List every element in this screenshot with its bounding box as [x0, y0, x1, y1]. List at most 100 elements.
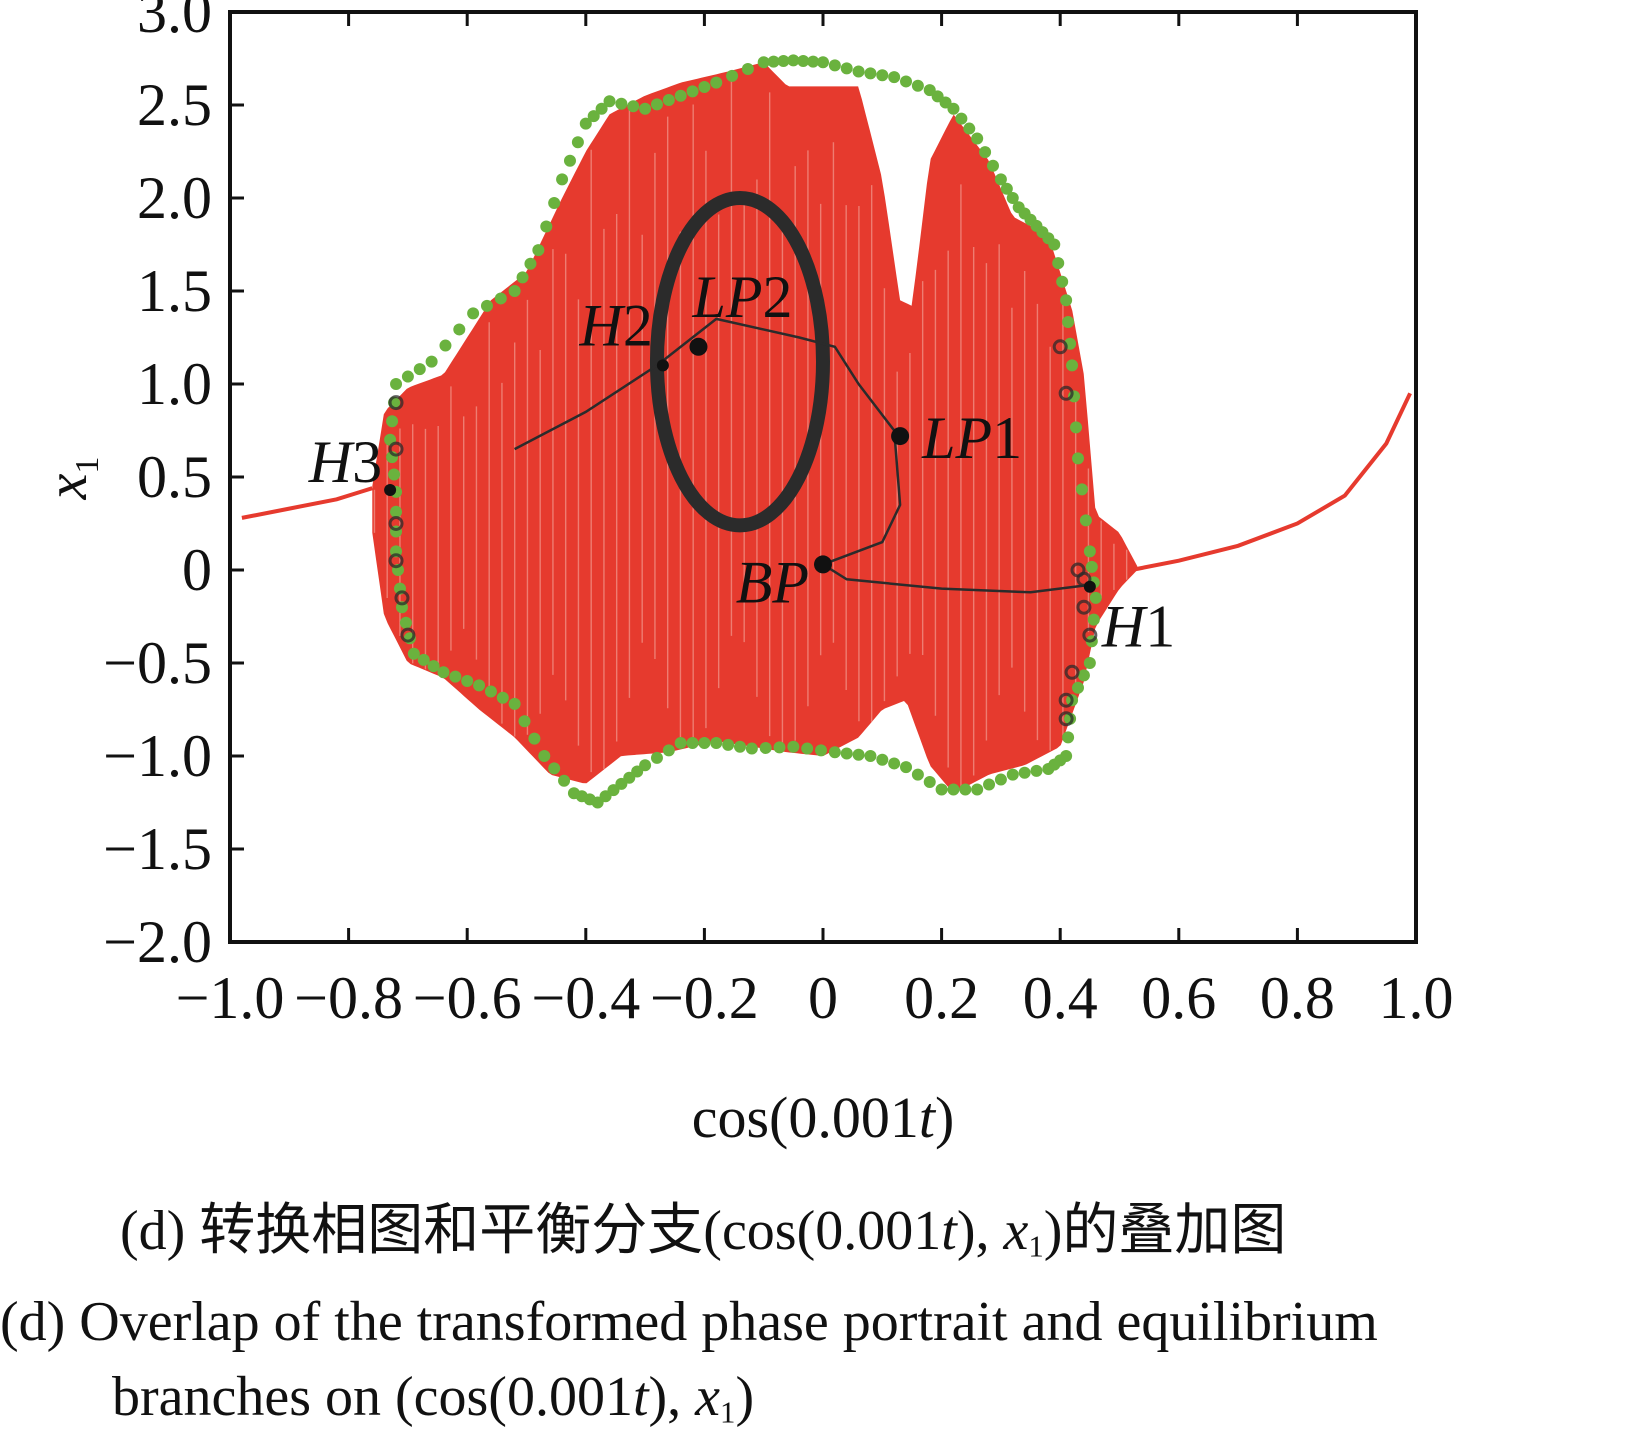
green-boundary-dot [911, 79, 924, 92]
annotation-h1: H1 [1101, 594, 1175, 660]
green-boundary-dot [900, 75, 913, 88]
x-tick-label: −0.2 [650, 965, 759, 1031]
green-boundary-dot [386, 415, 399, 428]
green-boundary-dot [390, 378, 403, 390]
green-boundary-dot [508, 697, 521, 710]
x-axis-title: cos(0.001t) [692, 1085, 955, 1150]
green-boundary-dot [388, 468, 401, 481]
green-boundary-dot [947, 102, 960, 115]
green-boundary-dot [923, 776, 936, 789]
green-boundary-dot [710, 736, 723, 749]
green-boundary-dot [710, 76, 723, 89]
stability-marker [1064, 664, 1080, 680]
green-boundary-dot [579, 117, 592, 130]
green-boundary-dot [840, 747, 853, 760]
green-boundary-dot [399, 616, 412, 629]
green-boundary-dot [1083, 657, 1096, 669]
phase-portrait-tail-right [1131, 392, 1412, 572]
green-boundary-dot [567, 787, 580, 800]
green-boundary-dot [674, 736, 687, 749]
green-boundary-dot [817, 56, 829, 69]
stability-marker [394, 590, 410, 606]
green-boundary-dot [1089, 591, 1102, 604]
green-boundary-dot [815, 744, 828, 757]
green-boundary-dot [587, 110, 600, 123]
green-boundary-dot [1006, 192, 1019, 204]
green-boundary-dot [1006, 768, 1019, 781]
x-tick-label: 1.0 [1379, 965, 1454, 1031]
y-tick-label: 2.5 [137, 72, 212, 138]
green-boundary-dot [726, 69, 739, 82]
y-tick-label: −1.0 [103, 723, 212, 789]
green-boundary-dot [1062, 316, 1075, 328]
green-boundary-dot [935, 783, 948, 796]
green-boundary-dot [876, 753, 889, 766]
green-boundary-dot [627, 100, 640, 113]
green-boundary-dot [745, 742, 758, 755]
green-boundary-dot [1018, 766, 1031, 779]
green-boundary-dot [767, 55, 780, 68]
green-boundary-dot [828, 746, 841, 759]
bifurcation-point-bp [814, 555, 832, 574]
green-boundary-dot [494, 292, 507, 305]
green-boundary-layer [384, 54, 1102, 809]
x-tick-label: 0.2 [904, 965, 979, 1031]
caption-chinese: (d) 转换相图和平衡分支(cos(0.001t), x1)的叠加图 [120, 1200, 1287, 1264]
green-boundary-dot [1064, 712, 1077, 725]
green-boundary-dot [1071, 452, 1084, 465]
green-boundary-dot [1000, 182, 1013, 195]
green-boundary-dot [556, 173, 569, 186]
stability-marker [1076, 571, 1092, 587]
green-boundary-dot [852, 65, 865, 78]
green-boundary-dot [413, 363, 426, 376]
green-boundary-dot [548, 196, 561, 209]
green-boundary-dot [1066, 359, 1079, 372]
x-tick-label: −0.8 [294, 965, 403, 1031]
green-boundary-dot [538, 750, 551, 762]
green-boundary-dot [986, 159, 999, 172]
green-boundary-dot [480, 299, 493, 312]
y-tick-label: −2.0 [103, 909, 212, 975]
green-boundary-dot [876, 69, 889, 82]
green-boundary-dot [1077, 669, 1090, 682]
green-boundary-dot [650, 751, 663, 764]
green-boundary-dot [828, 59, 841, 72]
x-tick-label: 0 [808, 965, 838, 1031]
green-boundary-dot [722, 738, 735, 751]
green-boundary-dot [558, 774, 571, 787]
annotation-h3: H3 [308, 429, 382, 495]
green-boundary-dot [888, 71, 901, 84]
green-boundary-dot [759, 741, 772, 754]
y-tick-label: 3.0 [137, 0, 212, 45]
annotation-lp1: LP1 [921, 405, 1022, 471]
annotation-bp: BP [736, 549, 809, 615]
green-boundary-dot [1070, 421, 1083, 434]
green-boundary-dot [733, 740, 746, 753]
stability-marker [1058, 711, 1074, 727]
stability-marker [1058, 692, 1074, 708]
green-boundary-dot [662, 94, 675, 107]
stability-marker [388, 516, 404, 531]
phase-portrait-layer [241, 62, 1412, 794]
green-boundary-dot [540, 220, 553, 233]
caption-english-line-1: (d) Overlap of the transformed phase por… [0, 1291, 1378, 1353]
green-boundary-dot [437, 666, 450, 679]
green-boundary-dot [427, 660, 440, 673]
x-axis: −1.0 −0.8 −0.6 −0.4 −0.2 0 0.2 0.4 0.6 0.8 1.0 [176, 12, 1454, 1031]
bifurcation-point-lp2 [689, 337, 708, 356]
green-boundary-dot [1085, 560, 1098, 573]
stability-marker [388, 441, 404, 457]
green-boundary-dot [959, 783, 972, 796]
green-boundary-dot [983, 778, 996, 791]
green-boundary-dot [532, 244, 545, 257]
chart-figure: −1.0 −0.8 −0.6 −0.4 −0.2 0 0.2 0.4 0.6 0.8 1.0 3.0… [34, 0, 1454, 1150]
green-boundary-dot [439, 339, 452, 352]
phase-portrait-tail-left [241, 486, 373, 520]
green-boundary-dot [864, 750, 877, 762]
stability-marker [1052, 339, 1068, 355]
green-boundary-dot [571, 136, 584, 149]
green-boundary-dot [461, 674, 474, 687]
x-tick-label: 0.4 [1023, 965, 1098, 1031]
green-boundary-dot [401, 370, 414, 383]
green-boundary-dot [674, 89, 687, 102]
